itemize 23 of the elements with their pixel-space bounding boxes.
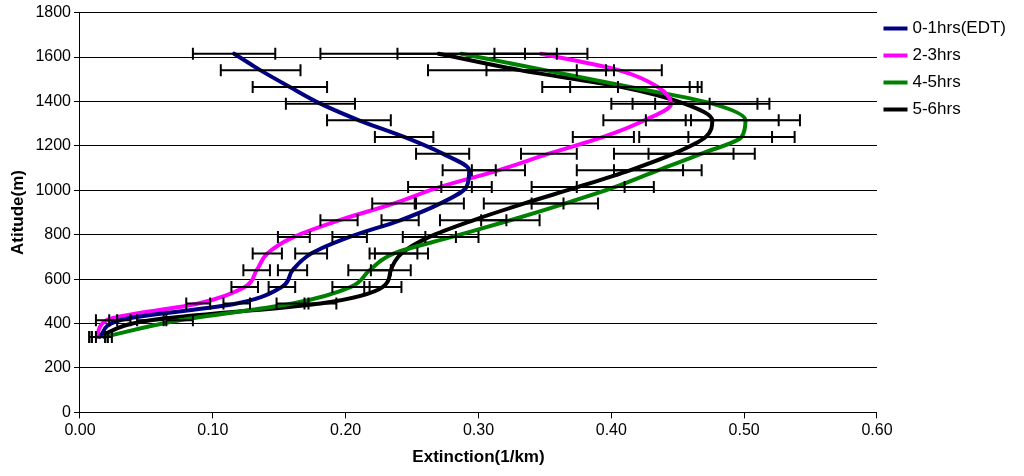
y-tick-label: 400: [44, 313, 72, 331]
x-axis-title: Extinction(1/km): [412, 447, 545, 467]
x-tick-label: 0.50: [728, 421, 760, 439]
y-tick-label: 600: [44, 269, 72, 287]
legend-label: 4-5hrs: [912, 72, 961, 92]
y-tick-label: 1600: [35, 47, 72, 65]
y-tick-label: 200: [44, 358, 72, 376]
y-tick-label: 800: [44, 225, 72, 243]
x-tick-label: 0.60: [861, 421, 893, 439]
x-tick-label: 0.10: [197, 421, 229, 439]
y-axis-title: Atitude(m): [7, 170, 27, 255]
legend-label: 5-6hrs: [912, 99, 961, 119]
x-tick-label: 0.00: [64, 421, 96, 439]
x-tick-label: 0.40: [595, 421, 627, 439]
y-tick-label: 0: [62, 402, 72, 420]
legend-label: 0-1hrs(EDT): [912, 18, 1007, 38]
y-tick-label: 1400: [35, 91, 72, 109]
y-tick-label: 1000: [35, 180, 72, 198]
legend-label: 2-3hrs: [912, 45, 961, 65]
y-tick-label: 1200: [35, 136, 72, 154]
x-tick-label: 0.30: [462, 421, 495, 439]
x-tick-label: 0.20: [330, 421, 362, 439]
y-tick-label: 1800: [35, 3, 72, 21]
